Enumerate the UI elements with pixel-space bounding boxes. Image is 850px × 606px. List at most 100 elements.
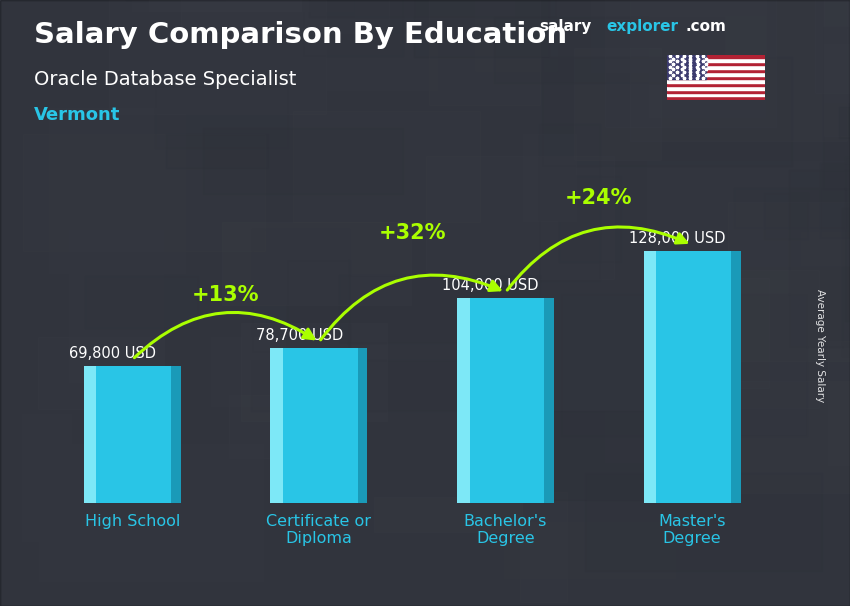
Bar [561,295,807,436]
Bar [667,82,765,86]
Bar [494,17,723,83]
Bar [287,261,349,378]
Bar [700,278,768,388]
Bar [49,108,185,273]
Bar [251,359,473,410]
Bar [734,188,847,228]
Bar [815,0,850,93]
Bar [155,87,288,148]
Bar [667,55,706,79]
Bar [630,0,847,141]
Bar [846,157,850,321]
Bar [731,251,740,503]
Bar [429,0,540,105]
Bar [181,0,389,33]
Bar [85,276,198,328]
Bar [38,338,163,409]
Bar [575,48,661,161]
Bar [667,93,765,96]
Bar [667,58,765,62]
Bar [327,34,437,90]
Bar [842,208,850,356]
Bar [667,90,765,93]
Bar [649,16,765,117]
Bar [126,0,225,1]
Bar [229,395,307,458]
Bar [252,228,349,351]
Bar [39,444,264,581]
Bar [21,414,71,541]
Bar [643,251,740,503]
Text: 128,000 USD: 128,000 USD [629,231,726,246]
Bar [212,337,346,406]
Bar [23,133,265,251]
Bar [667,96,765,100]
Bar [110,0,326,115]
Bar [132,0,353,11]
Bar [790,431,850,564]
Bar [355,0,514,19]
Text: 69,800 USD: 69,800 USD [70,345,156,361]
Bar [647,161,850,266]
Text: +32%: +32% [378,223,446,243]
Bar [203,128,403,194]
Bar [667,62,765,65]
Bar [667,68,765,72]
Bar [524,134,575,221]
Bar [732,508,850,602]
Text: +13%: +13% [192,285,259,305]
Text: Average Yearly Salary: Average Yearly Salary [815,289,825,402]
Bar [293,111,480,222]
Bar [824,27,850,189]
Bar [190,313,422,365]
Bar [503,522,675,578]
Bar [667,86,765,90]
Bar [166,134,268,168]
Bar [426,156,614,279]
Bar [544,298,554,503]
Bar [591,0,766,73]
Text: Oracle Database Specialist: Oracle Database Specialist [34,70,297,88]
Text: 78,700 USD: 78,700 USD [256,328,343,343]
Bar [84,365,181,503]
Bar [548,411,738,501]
Bar [667,72,765,76]
Bar [667,55,765,58]
Bar [604,0,776,127]
Bar [339,275,540,343]
Bar [667,76,765,79]
Bar [667,79,765,82]
Bar [241,323,387,421]
Bar [683,381,850,493]
Bar [319,0,517,30]
Bar [414,0,548,57]
Bar [222,222,411,305]
Bar [541,58,791,166]
Bar [643,251,656,503]
Text: Vermont: Vermont [34,106,121,124]
Bar [828,341,850,465]
Bar [69,230,162,382]
Bar [457,298,554,503]
Bar [772,310,850,455]
Text: 104,000 USD: 104,000 USD [443,278,539,293]
Bar [789,170,850,347]
Bar [303,0,403,56]
Bar [581,405,691,563]
Bar [149,0,301,11]
Bar [640,230,700,378]
Text: Salary Comparison By Education: Salary Comparison By Education [34,21,567,49]
Bar [820,163,850,238]
Text: explorer: explorer [606,19,678,35]
Bar [487,148,626,223]
Text: +24%: +24% [565,187,632,207]
Bar [474,0,557,71]
Bar [534,398,592,488]
Bar [801,232,850,265]
Bar [84,365,96,503]
Bar [374,496,522,532]
Bar [585,473,822,571]
Bar [520,492,567,602]
Bar [358,348,367,503]
Bar [764,193,808,239]
